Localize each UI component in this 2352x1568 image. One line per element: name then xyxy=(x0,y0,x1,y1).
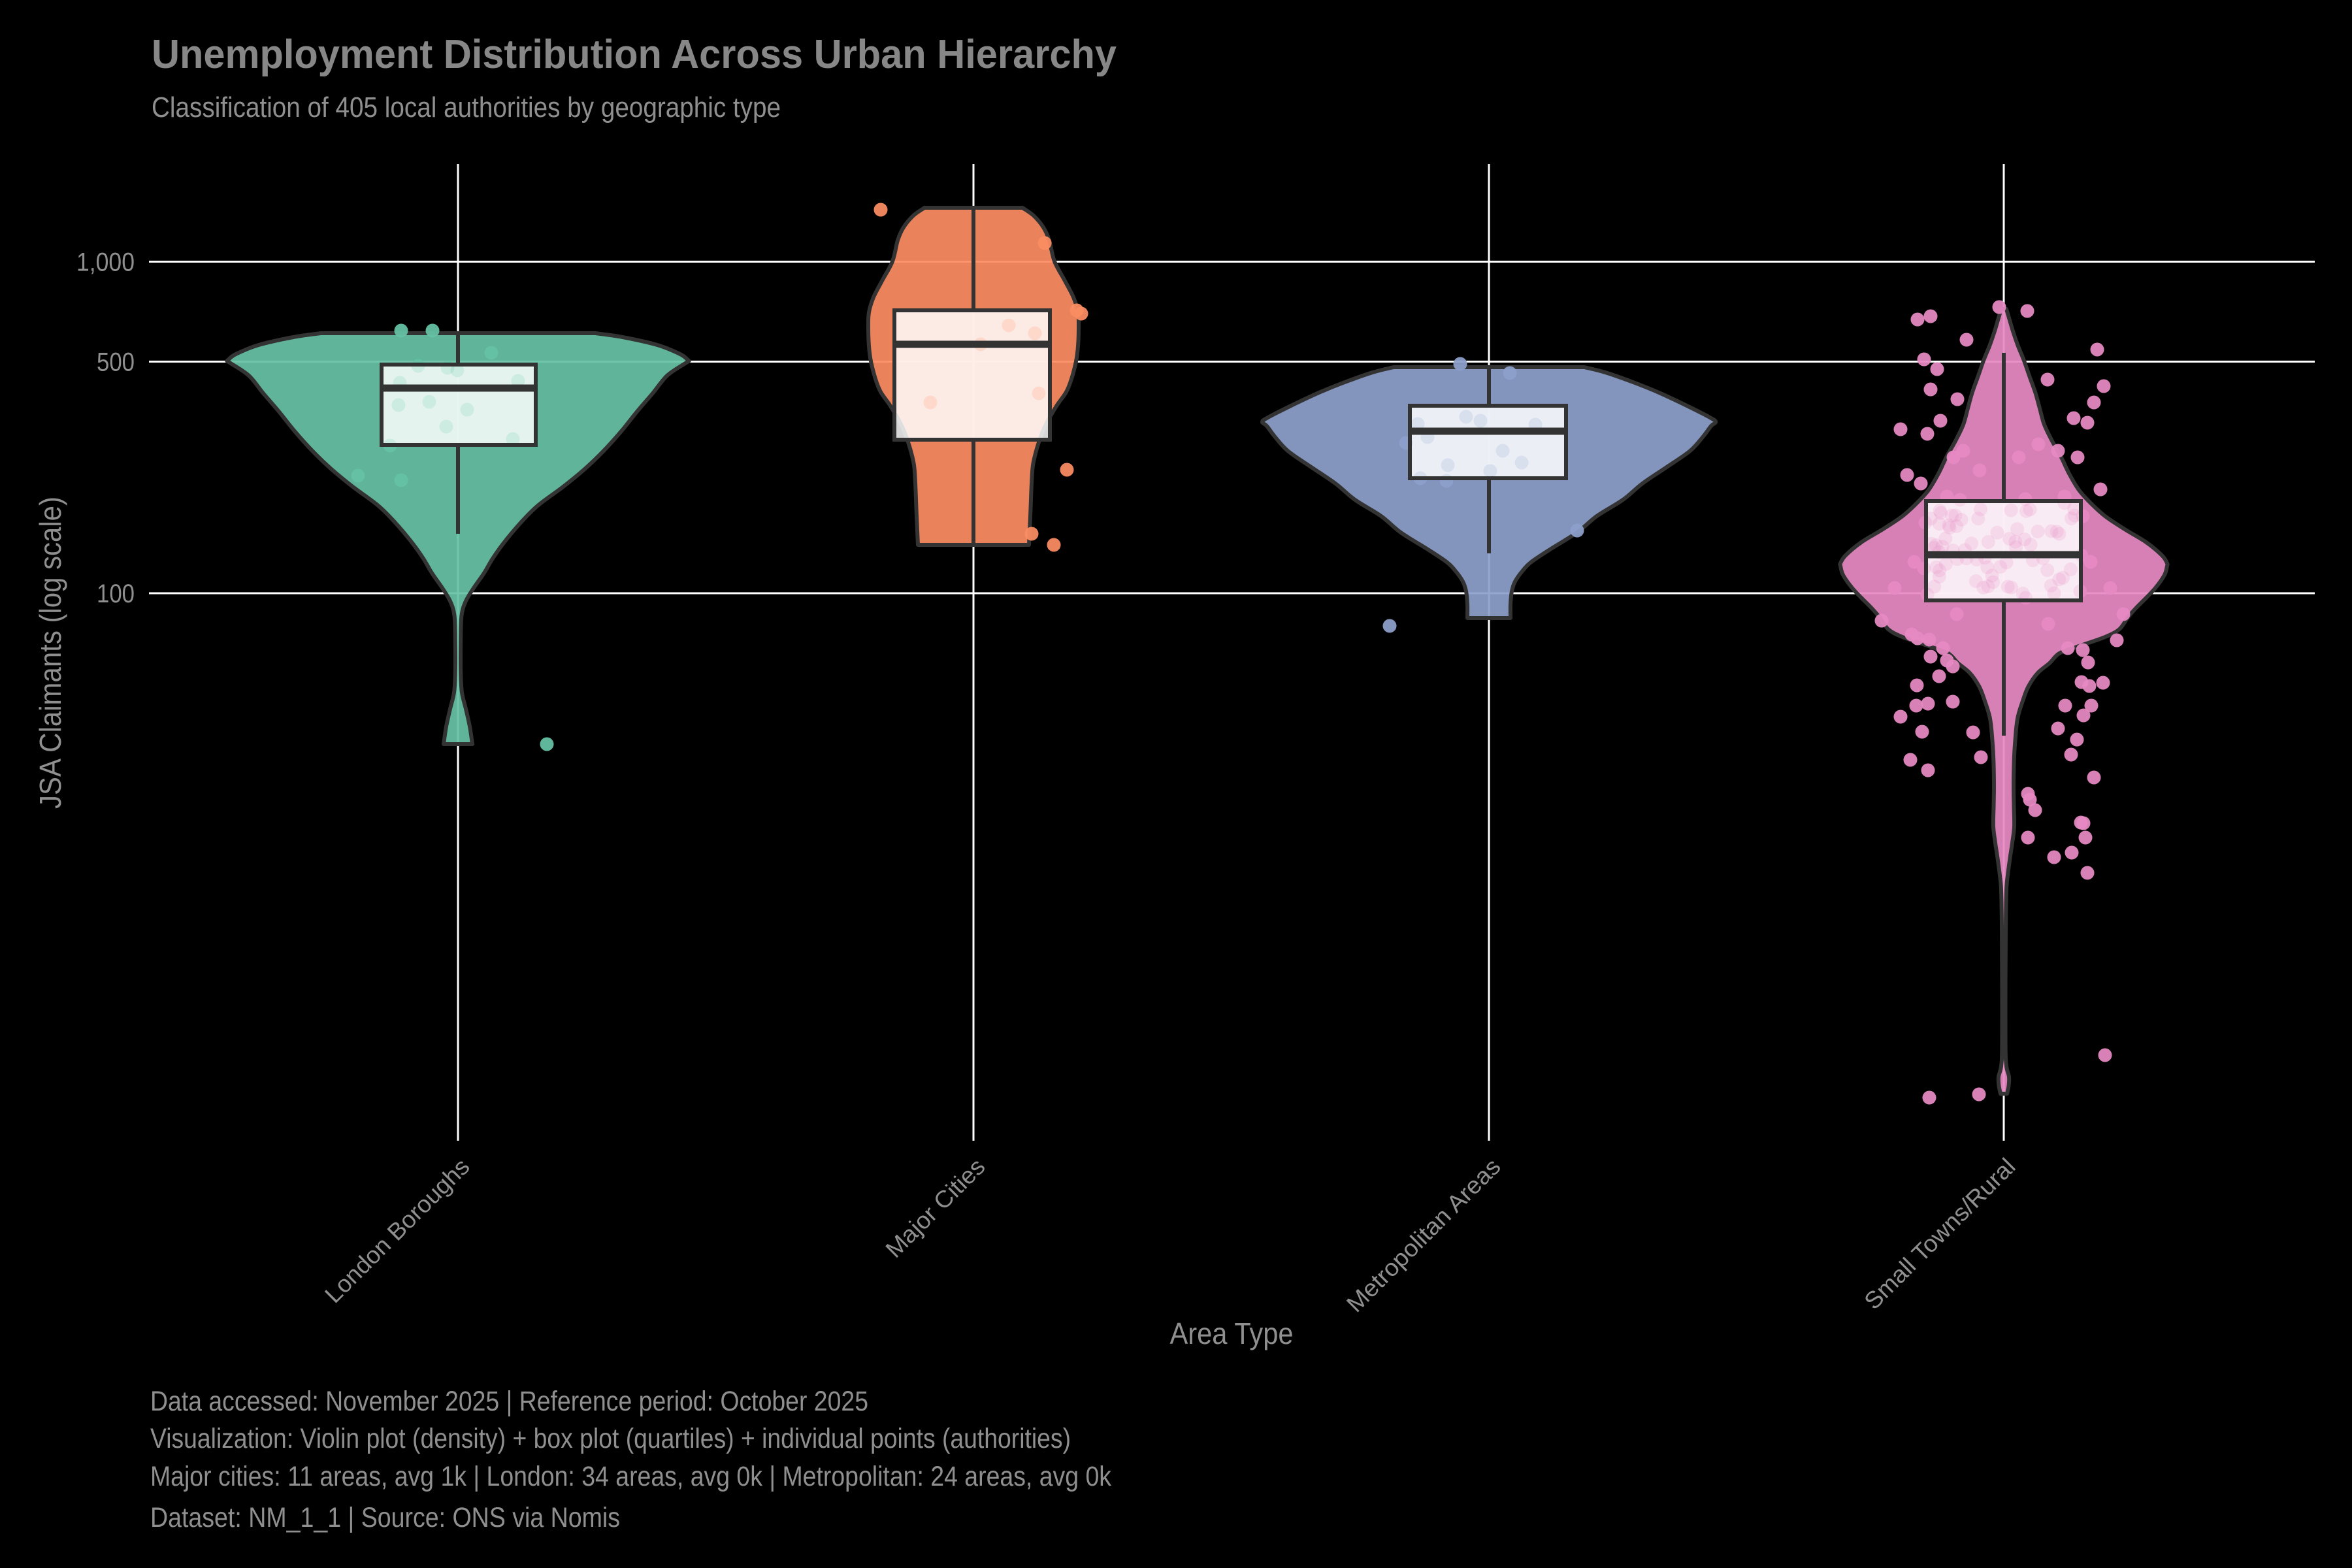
svg-text:Classification of 405 local au: Classification of 405 local authorities … xyxy=(152,92,781,123)
svg-text:500: 500 xyxy=(97,348,135,377)
svg-text:1,000: 1,000 xyxy=(76,248,135,277)
svg-text:Data accessed: November 2025 |: Data accessed: November 2025 | Reference… xyxy=(150,1386,868,1417)
svg-text:JSA Claimants (log scale): JSA Claimants (log scale) xyxy=(33,497,67,809)
svg-text:Visualization: Violin plot (de: Visualization: Violin plot (density) + b… xyxy=(150,1424,1071,1454)
svg-text:Area Type: Area Type xyxy=(1170,1316,1294,1350)
svg-text:Dataset: NM_1_1 | Source: ONS: Dataset: NM_1_1 | Source: ONS via Nomis xyxy=(150,1503,620,1533)
svg-text:Major cities: 11 areas, avg 1k: Major cities: 11 areas, avg 1k | London:… xyxy=(150,1462,1112,1492)
svg-text:Unemployment Distribution Acro: Unemployment Distribution Across Urban H… xyxy=(152,32,1117,77)
svg-text:100: 100 xyxy=(97,580,135,608)
